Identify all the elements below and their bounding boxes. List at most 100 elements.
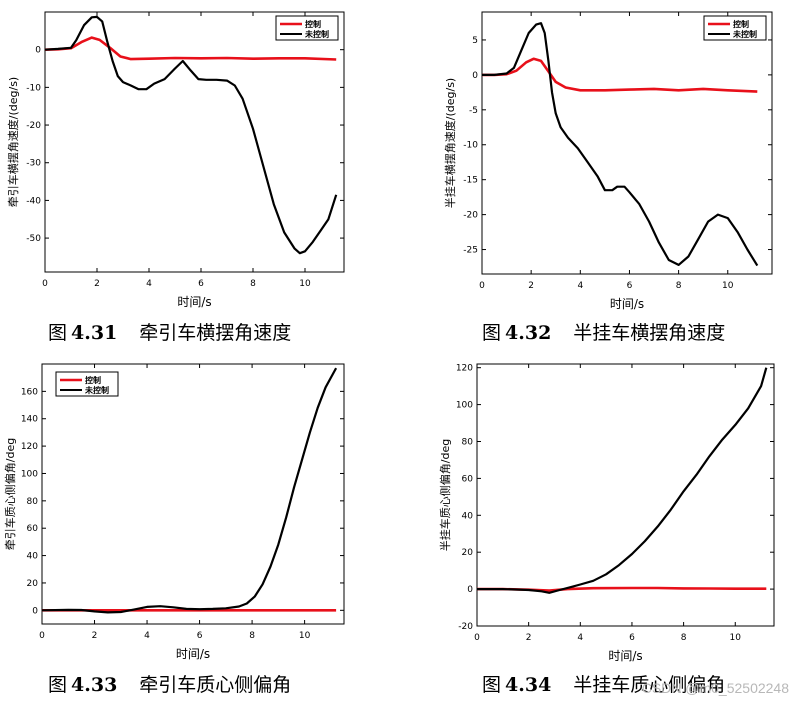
y-tick-label: 5 (472, 36, 478, 46)
series-line-controlled (482, 57, 758, 93)
legend-label: 未控制 (84, 385, 109, 395)
y-tick-label: 100 (456, 401, 473, 411)
x-tick-label: 2 (94, 279, 100, 289)
y-tick-label: 20 (462, 548, 474, 558)
series-line-controlled (44, 36, 337, 61)
x-tick-label: 8 (250, 279, 256, 289)
y-tick-label: 120 (21, 442, 38, 452)
x-tick-label: 10 (730, 633, 742, 643)
legend-box (703, 15, 767, 41)
legend-label: 控制 (733, 19, 749, 29)
plot-area-frame (44, 11, 345, 273)
chart-panel-4: 0 2 4 6 8 10 120 100 80 60 40 20 0 -20 时间/s 半挂车质心侧偏角/de… (400, 352, 799, 704)
chart-panel-3: 0 2 4 6 8 10 0 20 40 60 80 100 120 140 160 时间/s 牵引车质心侧偏角… (0, 352, 399, 704)
y-tick-label: -50 (26, 234, 41, 244)
y-tick-label: 20 (27, 579, 39, 589)
figure-caption-4-33: 图 4.33 牵引车质心侧偏角 (48, 670, 291, 697)
fig-label: 图 (482, 674, 502, 696)
x-axis-label: 时间/s (610, 297, 644, 311)
fig-caption-text: 牵引车横摆角速度 (139, 322, 292, 344)
figure-caption-4-32: 图 4.32 半挂车横摆角速度 (482, 318, 725, 345)
y-tick-label: 60 (27, 524, 39, 534)
y-tick-label: -10 (463, 141, 478, 151)
x-tick-label: 0 (479, 281, 485, 291)
y-tick-label: -30 (26, 159, 41, 169)
x-tick-label: 8 (676, 281, 682, 291)
plot-area-frame (476, 363, 775, 627)
x-tick-label: 4 (144, 631, 150, 641)
fig-caption-text: 牵引车质心侧偏角 (139, 674, 292, 696)
y-tick-label: -20 (463, 211, 478, 221)
series-line-uncontrolled (41, 367, 338, 614)
y-tick-label: 140 (21, 415, 38, 425)
x-axis-label: 时间/s (176, 647, 210, 661)
x-tick-label: 10 (722, 281, 734, 291)
legend-label: 控制 (85, 375, 101, 385)
series-line-uncontrolled (44, 15, 338, 255)
y-tick-label: -25 (463, 246, 478, 256)
fig-caption-text: 半挂车质心侧偏角 (573, 674, 726, 696)
x-tick-label: 10 (299, 631, 311, 641)
x-tick-label: 6 (627, 281, 633, 291)
y-tick-label: 40 (27, 552, 39, 562)
chart-4-33: 0 2 4 6 8 10020406080100120140160时间/s牵引车质心侧偏角… (3, 363, 345, 661)
x-tick-label: 4 (577, 633, 583, 643)
y-tick-label: 0 (35, 46, 41, 56)
legend-label: 控制 (305, 19, 321, 29)
y-tick-label: 40 (462, 511, 474, 521)
y-tick-label: -40 (26, 196, 41, 206)
y-tick-label: 160 (21, 387, 38, 397)
legend-box (275, 15, 339, 41)
y-tick-label: -20 (26, 121, 41, 131)
fig-label: 图 (48, 674, 68, 696)
fig-label: 图 (482, 322, 502, 344)
x-tick-label: 8 (249, 631, 255, 641)
fig-caption-text: 半挂车横摆角速度 (573, 322, 726, 344)
y-tick-label: 0 (467, 585, 473, 595)
y-tick-label: 100 (21, 469, 38, 479)
x-axis-label: 时间/s (608, 649, 642, 663)
figure-caption-4-34: 图 4.34 半挂车质心侧偏角 (482, 670, 725, 697)
x-tick-label: 6 (629, 633, 635, 643)
legend-box (55, 371, 119, 397)
chart-panel-2: 0 2 4 6 8 10 5 0 -5 -10 -15 -20 -25 时间/s 半挂车横摆角速度/(deg… (400, 0, 799, 352)
chart-4-31: 0 2 4 6 8 10 0 -10 -20 -30 -40 -50 时间/s 牵引车横摆角速度/(deg… (6, 11, 345, 309)
series-line-uncontrolled (482, 22, 759, 267)
fig-number: 4.32 (505, 322, 552, 344)
x-tick-label: 0 (42, 279, 48, 289)
x-tick-label: 0 (474, 633, 480, 643)
y-tick-label: 120 (456, 364, 473, 374)
y-axis-label: 半挂车质心侧偏角/deg (438, 439, 452, 551)
series-line-uncontrolled (477, 367, 768, 594)
y-tick-label: -15 (463, 176, 478, 186)
fig-number: 4.34 (505, 674, 552, 696)
fig-number: 4.31 (71, 322, 118, 344)
x-axis-label: 时间/s (177, 295, 211, 309)
x-tick-label: 2 (526, 633, 532, 643)
y-tick-label: 0 (472, 71, 478, 81)
x-tick-label: 8 (681, 633, 687, 643)
y-axis-label: 牵引车质心侧偏角/deg (3, 438, 17, 550)
x-tick-label: 6 (198, 279, 204, 289)
figure-caption-4-31: 图 4.31 牵引车横摆角速度 (48, 318, 291, 345)
legend-label: 未控制 (732, 29, 757, 39)
fig-label: 图 (48, 322, 68, 344)
y-tick-label: 80 (462, 437, 474, 447)
y-tick-label: 60 (462, 474, 474, 484)
chart-4-32: 0 2 4 6 8 10 5 0 -5 -10 -15 -20 -25 时间/s 半挂车横摆角速度/(deg… (443, 11, 773, 311)
x-tick-label: 0 (39, 631, 45, 641)
y-axis-label: 牵引车横摆角速度/(deg/s) (6, 77, 20, 207)
chart-panel-1: 0 2 4 6 8 10 0 -10 -20 -30 -40 -50 时间/s 牵引车横摆角速度/(deg… (0, 0, 399, 352)
y-tick-label: 80 (27, 497, 39, 507)
watermark: CSDN @m0_52502248 (641, 680, 789, 696)
plot-area-frame (481, 11, 773, 275)
x-tick-label: 2 (528, 281, 534, 291)
y-axis-label: 半挂车横摆角速度/(deg/s) (443, 78, 457, 208)
y-tick-label: -20 (458, 622, 473, 632)
legend-label: 未控制 (304, 29, 329, 39)
x-tick-label: 4 (577, 281, 583, 291)
x-tick-label: 4 (146, 279, 152, 289)
